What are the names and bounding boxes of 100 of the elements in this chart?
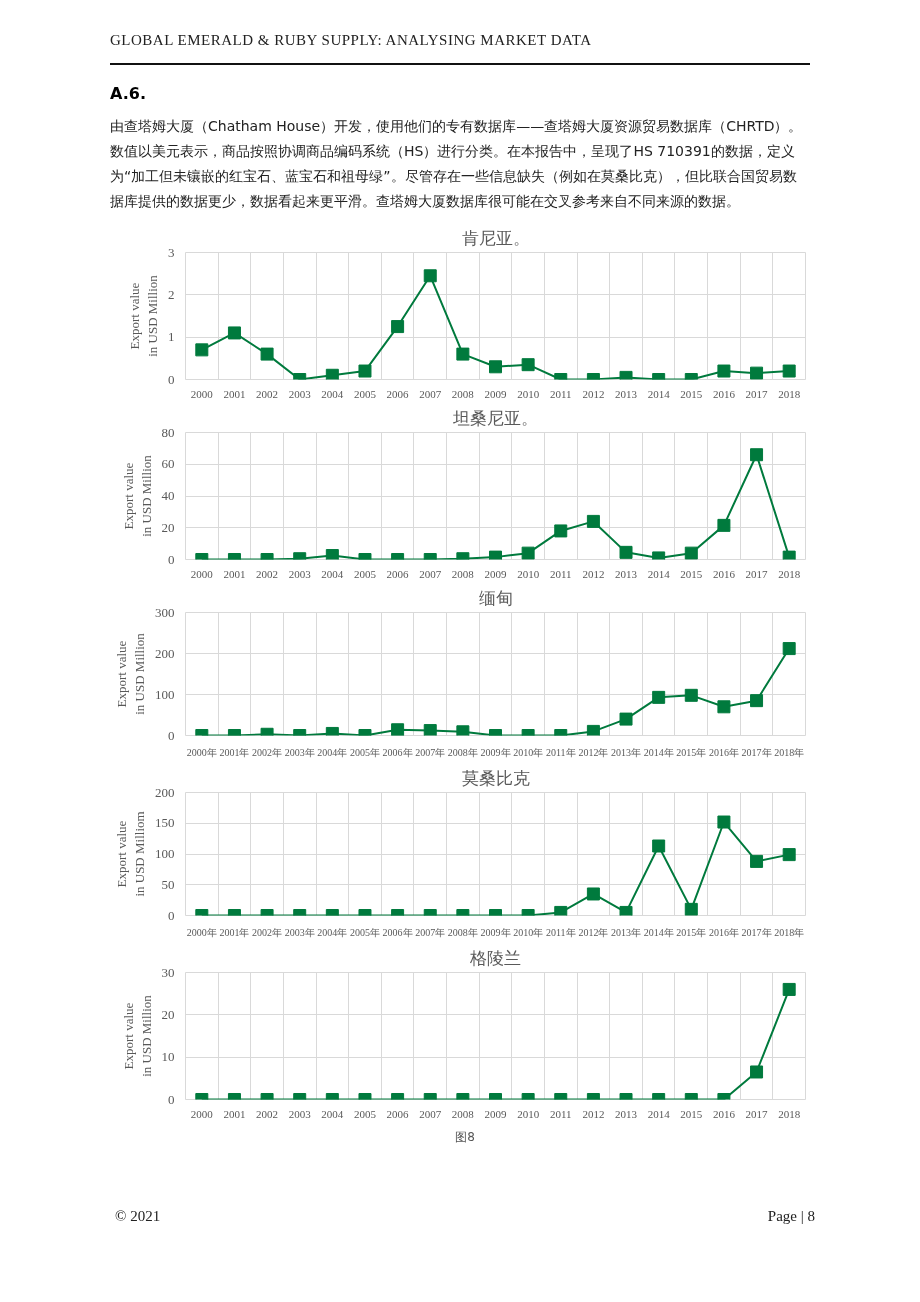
point (325, 369, 339, 380)
x-tick-label: 2018 (778, 1107, 801, 1120)
x-tick-label: 2003年 (284, 926, 315, 938)
x-tick-label: 2014 (647, 567, 671, 580)
y-tick-label: 200 (155, 784, 175, 800)
x-tick-label: 2002年 (252, 746, 283, 758)
y-tick-label: 10 (161, 1049, 175, 1065)
chart-title: 格陵兰 (469, 947, 521, 968)
x-tick-label: 2011 (549, 567, 572, 580)
x-tick-label: 2001年 (219, 926, 250, 938)
y-axis-title: Export value in USD Million (120, 994, 154, 1078)
x-tick-label: 2016 (712, 567, 736, 580)
x-tick-label: 2013 (615, 1107, 638, 1120)
y-tick-label: 50 (161, 877, 175, 893)
x-tick-label: 2002年 (252, 926, 283, 938)
text: GLOBAL EMERALD & RUBY SUPPLY: ANALYSING MARKET DATA (110, 0, 810, 66)
x-tick-label: 2009 (484, 1107, 507, 1120)
point (456, 347, 470, 361)
x-tick-label: 2008 (451, 387, 475, 400)
text: Page | 8 (767, 1207, 815, 1227)
y-tick-label: 2 (168, 287, 175, 303)
x-tick-label: 2007 (419, 567, 442, 580)
x-tick-label: 2004年 (317, 926, 348, 938)
x-tick-label: 2000 (190, 387, 214, 400)
x-tick-label: 2016 (712, 387, 736, 400)
point (489, 360, 502, 374)
x-tick-label: 2017 (745, 1107, 769, 1120)
x-tick-label: 2011 (549, 1107, 572, 1120)
x-tick-label: 2007 (419, 387, 442, 400)
x-tick-label: 2010 (517, 567, 540, 580)
x-tick-label: 2016年 (708, 746, 739, 758)
y-tick-label: 30 (161, 964, 175, 980)
y-tick-label: 0 (168, 371, 175, 387)
x-tick-label: 2010年 (513, 746, 544, 758)
y-tick-label: 3 (168, 244, 175, 260)
x-tick-label: 2006 (386, 567, 410, 580)
x-tick-label: 2018 (778, 387, 801, 400)
x-tick-label: 2005年 (349, 746, 380, 758)
y-tick-label: 80 (161, 424, 175, 440)
y-tick-label: 20 (161, 520, 175, 536)
x-tick-label: 2013年 (611, 746, 642, 758)
y-tick-label: 300 (155, 604, 175, 620)
x-tick-label: 2003 (288, 567, 312, 580)
x-tick-label: 2001年 (219, 746, 250, 758)
y-tick-label: 0 (168, 727, 175, 743)
point (652, 839, 666, 853)
x-tick-label: 2004 (321, 387, 344, 400)
x-tick-label: 2012 (582, 387, 605, 400)
x-tick-label: 2010 (517, 387, 540, 400)
x-tick-label: 2008 (451, 567, 475, 580)
x-tick-label: 2015 (680, 567, 703, 580)
x-tick-label: 2008年 (447, 926, 478, 938)
x-tick-label: 2005 (353, 387, 377, 400)
x-tick-label: 2005年 (349, 926, 380, 938)
x-tick-label: 2002 (256, 1107, 279, 1120)
x-tick-label: 2000年 (186, 746, 217, 758)
point (717, 815, 731, 829)
x-tick-label: 2006年 (382, 926, 413, 938)
y-tick-label: 40 (161, 488, 175, 504)
x-tick-label: 2010年 (513, 926, 544, 938)
x-tick-label: 2007 (419, 1107, 442, 1120)
y-tick-label: 150 (155, 815, 175, 831)
x-tick-label: 2018年 (774, 926, 805, 938)
y-tick-label: 20 (161, 1007, 175, 1023)
x-tick-label: 2000 (190, 1107, 214, 1120)
y-tick-label: 200 (155, 645, 175, 661)
y-tick-label: 0 (168, 1091, 175, 1107)
x-tick-label: 2007年 (415, 746, 446, 758)
text: 由查塔姆大厦（Chatham House）开发，使用他们的专有数据库——查塔姆大厦资源贸易数据库（CHRTD）。数值以美元表示，商品按照协调商品编码系统（HS）进行分类。在本报告中，呈现了HS 710391的数据，定义为“加工但未镶嵌的红宝石、蓝宝石和祖母绿”。尽管存在一些信息缺失（例如在莫桑比克），但比联合国贸易数据库提供的数据更少，数据看起来更平滑。查塔姆大厦数据库很可能在交叉参考来自不同来源的数据。 (110, 117, 804, 212)
y-axis-title: Export value in USD Million (114, 632, 147, 716)
x-tick-label: 2014年 (643, 926, 674, 938)
x-tick-label: 2006年 (382, 746, 413, 758)
x-tick-label: 2009 (484, 567, 507, 580)
x-tick-label: 2005 (353, 567, 377, 580)
x-tick-label: 2013 (615, 387, 638, 400)
x-tick-label: 2012 (582, 1107, 605, 1120)
chart-title: 肯尼亚。 (461, 227, 530, 248)
chart-title: 缅甸 (478, 587, 513, 608)
x-tick-label: 2012年 (578, 746, 609, 758)
x-tick-label: 2017 (745, 387, 769, 400)
point (554, 906, 568, 916)
x-tick-label: 2016 (712, 1107, 736, 1120)
x-tick-label: 2008年 (447, 746, 478, 758)
point (521, 358, 535, 372)
x-tick-label: 2003 (288, 387, 312, 400)
x-tick-label: 2018年 (774, 746, 805, 758)
y-axis-title: Export value in USD Milliom (114, 811, 147, 897)
x-tick-label: 2001 (223, 567, 246, 580)
x-tick-label: 2015 (680, 387, 703, 400)
point (619, 906, 633, 916)
point (750, 366, 764, 380)
text: A.6. (110, 83, 147, 106)
point (391, 320, 405, 334)
x-tick-label: 2011年 (545, 926, 576, 938)
x-tick-label: 2008 (451, 1107, 475, 1120)
point (260, 347, 274, 361)
point (358, 364, 372, 378)
x-tick-label: 2009年 (480, 926, 511, 938)
x-tick-label: 2016年 (708, 926, 739, 938)
x-tick-label: 2012年 (578, 926, 609, 938)
